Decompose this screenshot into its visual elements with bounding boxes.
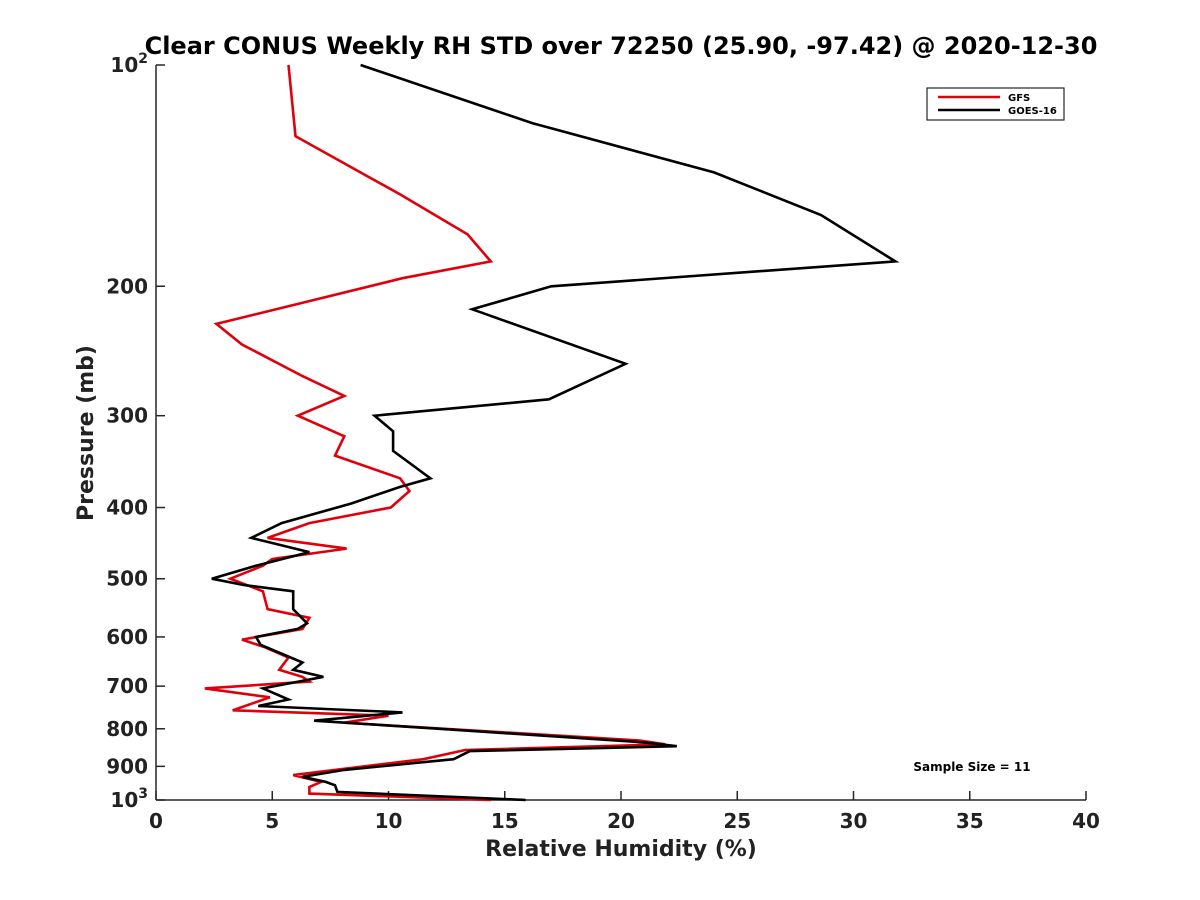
y-tick-label: 200 <box>106 274 148 298</box>
x-tick-label: 15 <box>491 809 519 833</box>
y-tick-label: 400 <box>106 496 148 520</box>
legend-label-gfs: GFS <box>1008 93 1030 104</box>
y-tick-label: 103 <box>110 786 148 812</box>
y-tick-label: 900 <box>106 754 148 778</box>
x-tick-label: 35 <box>956 809 984 833</box>
x-tick-label: 30 <box>840 809 868 833</box>
series-line-goes16 <box>211 63 900 802</box>
legend: GFS GOES-16 <box>926 87 1065 121</box>
chart-title: Clear CONUS Weekly RH STD over 72250 (25… <box>145 32 1098 60</box>
x-tick-label: 20 <box>607 809 635 833</box>
x-tick-label: 40 <box>1072 809 1100 833</box>
y-tick-label: 600 <box>106 625 148 649</box>
legend-box <box>926 87 1065 121</box>
series-layer <box>204 63 900 802</box>
x-tick-label: 0 <box>149 809 163 833</box>
y-axis-ticks: 102 200 300 400 500 600 700 800 900 103 <box>106 51 165 812</box>
series-line-gfs <box>204 64 666 802</box>
y-tick-label: 700 <box>106 674 148 698</box>
sample-size-annotation: Sample Size = 11 <box>913 760 1030 774</box>
y-tick-label: 300 <box>106 404 148 428</box>
x-tick-label: 10 <box>375 809 403 833</box>
y-tick-label: 800 <box>106 717 148 741</box>
y-axis-label: Pressure (mb) <box>74 345 99 521</box>
x-tick-label: 5 <box>265 809 279 833</box>
x-tick-label: 25 <box>723 809 751 833</box>
x-axis-label: Relative Humidity (%) <box>485 837 757 862</box>
y-tick-label: 102 <box>110 51 148 77</box>
legend-label-goes16: GOES-16 <box>1008 106 1057 117</box>
x-axis-ticks: 0 5 10 15 20 25 30 35 40 <box>149 791 1100 833</box>
y-tick-label: 500 <box>106 567 148 591</box>
